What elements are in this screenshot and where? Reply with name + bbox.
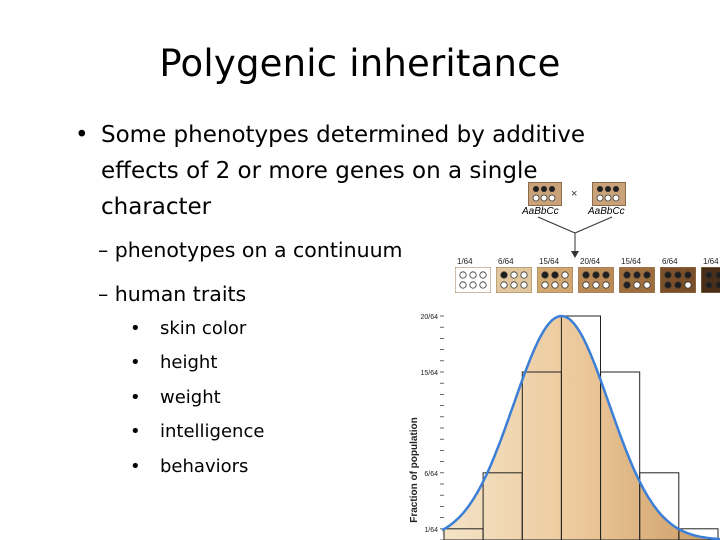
slide-title: Polygenic inheritance	[159, 42, 561, 85]
parent-right-genotype: AaBbCc	[588, 206, 625, 217]
parent-left-genotype: AaBbCc	[522, 206, 559, 217]
bars	[442, 315, 720, 540]
sub-bullet-human-traits: – human traits	[98, 282, 247, 306]
y-tick-label: 1/64	[424, 527, 438, 534]
offspring-tile-dots	[454, 266, 492, 294]
main-bullet-line-3: character	[101, 194, 212, 220]
bar-4	[600, 371, 641, 540]
curve-area	[442, 316, 720, 540]
offspring-fraction-label: 15/64	[539, 257, 560, 266]
offspring-fraction-label: 6/64	[662, 257, 678, 266]
offspring-fraction-label: 20/64	[580, 257, 601, 266]
offspring-fraction-label: 1/64	[457, 257, 473, 266]
bar-6	[678, 528, 719, 540]
offspring-tile-dots	[659, 266, 697, 294]
cross-symbol: ×	[571, 188, 578, 200]
y-axis-label: Fraction of population	[409, 417, 420, 523]
offspring-tile-dots	[700, 266, 720, 294]
offspring-tile-1: 6/64	[495, 257, 533, 295]
offspring-tile-6: 1/64	[700, 257, 720, 295]
offspring-fraction-label: 6/64	[498, 257, 514, 266]
offspring-tile-5: 6/64	[659, 257, 697, 295]
parent-right-dots	[596, 186, 620, 202]
offspring-tile-3: 20/64	[577, 257, 615, 295]
offspring-tile-dots	[618, 266, 656, 294]
parent-right-tile	[592, 182, 626, 206]
cross-arrows	[537, 216, 613, 258]
bar-5	[639, 472, 680, 540]
offspring-tile-dots	[536, 266, 574, 294]
bullet-dot: •	[75, 122, 89, 148]
offspring-tile-4: 15/64	[618, 257, 656, 295]
offspring-tile-dots	[495, 266, 533, 294]
normal-curve	[441, 314, 720, 540]
offspring-fraction-label: 15/64	[621, 257, 642, 266]
main-bullet-line-2: effects of 2 or more genes on a single	[101, 158, 538, 184]
main-bullet-line-1: Some phenotypes determined by additive	[101, 122, 585, 148]
y-tick-label: 15/64	[420, 370, 438, 377]
y-ticks: 20/64 15/64 6/64 1/64	[420, 314, 444, 540]
offspring-tile-0: 1/64	[454, 257, 492, 295]
distribution-chart: Fraction of population 20/64 15/64 6/64 1/6…	[409, 314, 720, 540]
offspring-fraction-label: 1/64	[703, 257, 719, 266]
sub-bullet-continuum: – phenotypes on a continuum	[98, 238, 403, 262]
y-tick-label: 20/64	[420, 314, 438, 321]
offspring-tile-2: 15/64	[536, 257, 574, 295]
offspring-tile-dots	[577, 266, 615, 294]
parent-left-tile	[528, 182, 562, 206]
parent-left-dots	[532, 186, 556, 202]
y-tick-label: 6/64	[424, 471, 438, 478]
